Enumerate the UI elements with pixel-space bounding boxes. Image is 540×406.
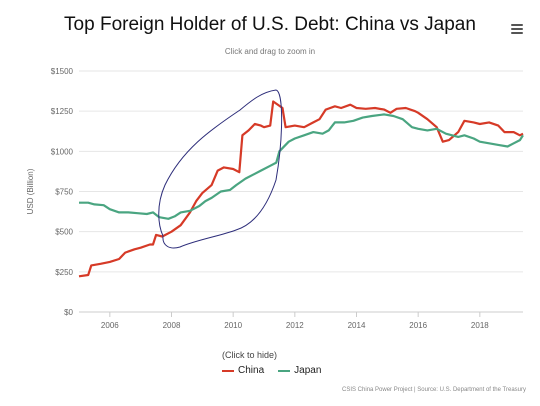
annotation-loop [158,89,283,249]
chart-title: Top Foreign Holder of U.S. Debt: China v… [64,14,476,35]
x-tick-label: 2018 [471,321,489,330]
menu-bar [511,28,523,30]
legend-hint: (Click to hide) [222,350,278,360]
y-tick-label: $1000 [51,147,74,156]
series-line-japan [79,113,524,220]
credits[interactable]: CSIS China Power Project | Source: U.S. … [342,387,526,393]
menu-bar [511,24,523,26]
x-tick-label: 2012 [286,321,304,330]
legend-swatch-japan [278,369,291,372]
legend: China Japan [222,365,321,376]
menu-bar [511,32,523,34]
y-tick-label: $1250 [51,107,74,116]
x-tick-label: 2008 [163,321,181,330]
x-tick-label: 2006 [101,321,119,330]
y-tick-label: $1500 [51,67,74,76]
legend-swatch-china [222,369,234,372]
y-tick-label: $0 [64,308,73,317]
series-line-china [78,100,524,278]
legend-item-china[interactable]: China [222,365,264,376]
x-tick-label: 2016 [409,321,427,330]
x-tick-label: 2010 [224,321,242,330]
y-axis-title: USD (Billion) [26,168,35,214]
legend-label-japan: Japan [294,365,322,376]
y-tick-label: $500 [55,228,73,237]
y-tick-label: $750 [55,188,73,197]
legend-item-japan[interactable]: Japan [278,365,321,376]
chart-subtitle: Click and drag to zoom in [224,47,316,56]
hamburger-menu-icon[interactable] [511,24,523,36]
y-tick-label: $250 [55,268,73,277]
x-tick-label: 2014 [348,321,366,330]
legend-label-china: China [238,365,265,376]
